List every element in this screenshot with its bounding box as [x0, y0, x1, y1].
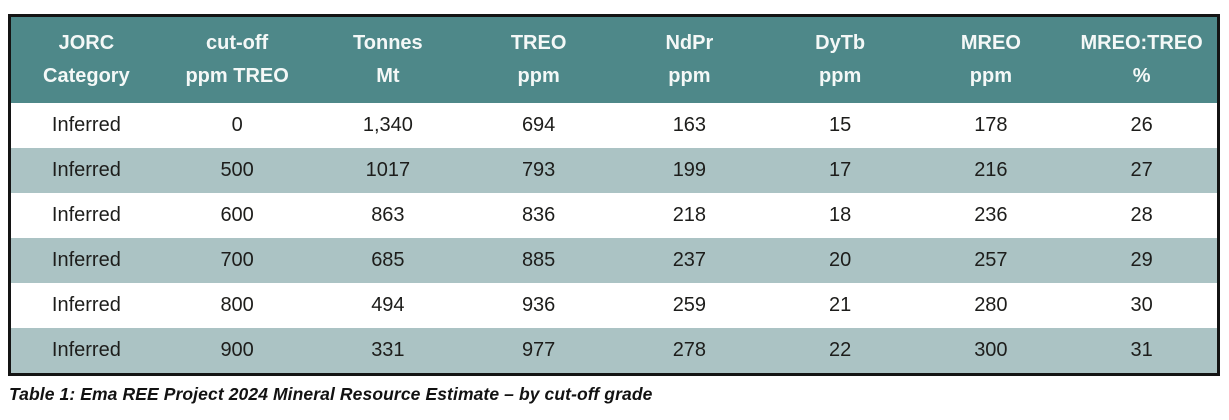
cell-tonnes: 685 [371, 249, 405, 271]
cell-jorc-category: Inferred [51, 294, 121, 316]
cell-tonnes: 1,340 [362, 114, 413, 136]
table-row: Inferred 900 331 977 278 22 300 31 [11, 328, 1217, 373]
column-header-line1: cut-off [206, 32, 269, 54]
cell-dytb: 21 [829, 294, 852, 316]
cell-mreo: 280 [974, 294, 1008, 316]
table-caption: Table 1: Ema REE Project 2024 Mineral Re… [9, 384, 653, 404]
cell-treo: 836 [521, 204, 556, 226]
cell-jorc-category: Inferred [51, 249, 121, 271]
cell-jorc-category: Inferred [51, 204, 121, 226]
column-header-line1: JORC [58, 32, 115, 54]
column-header-line2: ppm [517, 65, 560, 87]
column-header-mreo: MREO ppm [915, 17, 1067, 103]
column-header-line1: DyTb [815, 32, 866, 54]
column-header-line2: ppm [819, 65, 862, 87]
column-header-line1: Tonnes [353, 32, 423, 54]
table-row: Inferred 0 1,340 694 163 15 178 26 [11, 103, 1217, 148]
cell-mreo-treo-ratio: 31 [1130, 339, 1153, 361]
cell-treo: 936 [521, 294, 556, 316]
cell-mreo: 257 [974, 249, 1008, 271]
cell-cutoff: 900 [220, 339, 254, 361]
column-header-line2: ppm [668, 65, 711, 87]
cell-mreo-treo-ratio: 28 [1130, 204, 1153, 226]
cell-mreo: 178 [974, 114, 1008, 136]
column-header-line2: % [1132, 65, 1151, 87]
column-header-line1: TREO [510, 32, 567, 54]
column-header-line2: Category [43, 65, 130, 87]
cell-dytb: 15 [829, 114, 852, 136]
cell-mreo-treo-ratio: 29 [1130, 249, 1153, 271]
column-header-line1: MREO:TREO [1080, 32, 1203, 54]
cell-tonnes: 1017 [365, 159, 411, 181]
column-header-line2: ppm TREO [185, 65, 289, 87]
cell-jorc-category: Inferred [51, 114, 121, 136]
cell-tonnes: 863 [371, 204, 405, 226]
column-header-dytb: DyTb ppm [764, 17, 916, 103]
cell-dytb: 18 [829, 204, 852, 226]
column-header-line1: MREO [960, 32, 1021, 54]
cell-mreo-treo-ratio: 30 [1130, 294, 1153, 316]
column-header-treo: TREO ppm [463, 17, 614, 103]
table-row: Inferred 700 685 885 237 20 257 29 [11, 238, 1217, 283]
cell-tonnes: 494 [371, 294, 405, 316]
column-header-jorc-category: JORC Category [11, 17, 162, 103]
cell-dytb: 22 [829, 339, 852, 361]
cell-cutoff: 0 [231, 114, 243, 136]
column-header-line1: NdPr [665, 32, 714, 54]
column-header-cutoff: cut-off ppm TREO [161, 17, 313, 103]
cell-ndpr: 237 [672, 249, 707, 271]
table-body: Inferred 0 1,340 694 163 15 178 26 Inferred 500 10… [11, 103, 1217, 373]
column-header-tonnes: Tonnes Mt [312, 17, 464, 103]
cell-mreo-treo-ratio: 27 [1130, 159, 1153, 181]
cell-mreo: 216 [974, 159, 1008, 181]
cell-treo: 885 [521, 249, 556, 271]
cell-jorc-category: Inferred [51, 339, 121, 361]
table-header-row: JORC Category cut-off ppm TREO Tonnes Mt TREO p… [11, 17, 1217, 103]
cell-cutoff: 600 [220, 204, 254, 226]
cell-ndpr: 218 [672, 204, 707, 226]
table-header: JORC Category cut-off ppm TREO Tonnes Mt TREO p… [11, 17, 1217, 103]
cell-ndpr: 278 [672, 339, 707, 361]
column-header-ndpr: NdPr ppm [614, 17, 765, 103]
table-row: Inferred 500 1017 793 199 17 216 27 [11, 148, 1217, 193]
resource-estimate-table: JORC Category cut-off ppm TREO Tonnes Mt TREO p… [11, 17, 1217, 373]
cell-ndpr: 199 [672, 159, 707, 181]
cell-dytb: 20 [829, 249, 852, 271]
column-header-line2: Mt [376, 65, 400, 87]
cell-treo: 977 [521, 339, 556, 361]
cell-mreo: 236 [974, 204, 1008, 226]
cell-ndpr: 259 [672, 294, 707, 316]
cell-cutoff: 500 [220, 159, 254, 181]
cell-treo: 793 [521, 159, 556, 181]
cell-cutoff: 700 [220, 249, 254, 271]
cell-cutoff: 800 [220, 294, 254, 316]
cell-treo: 694 [521, 114, 556, 136]
resource-estimate-table-frame: JORC Category cut-off ppm TREO Tonnes Mt TREO p… [8, 14, 1220, 376]
cell-jorc-category: Inferred [51, 159, 121, 181]
table-row: Inferred 800 494 936 259 21 280 30 [11, 283, 1217, 328]
table-row: Inferred 600 863 836 218 18 236 28 [11, 193, 1217, 238]
column-header-mreo-treo-ratio: MREO:TREO% [1066, 17, 1217, 103]
cell-mreo-treo-ratio: 26 [1130, 114, 1153, 136]
cell-mreo: 300 [974, 339, 1008, 361]
column-header-line2: ppm [969, 65, 1012, 87]
cell-dytb: 17 [829, 159, 852, 181]
cell-ndpr: 163 [672, 114, 707, 136]
cell-tonnes: 331 [371, 339, 405, 361]
